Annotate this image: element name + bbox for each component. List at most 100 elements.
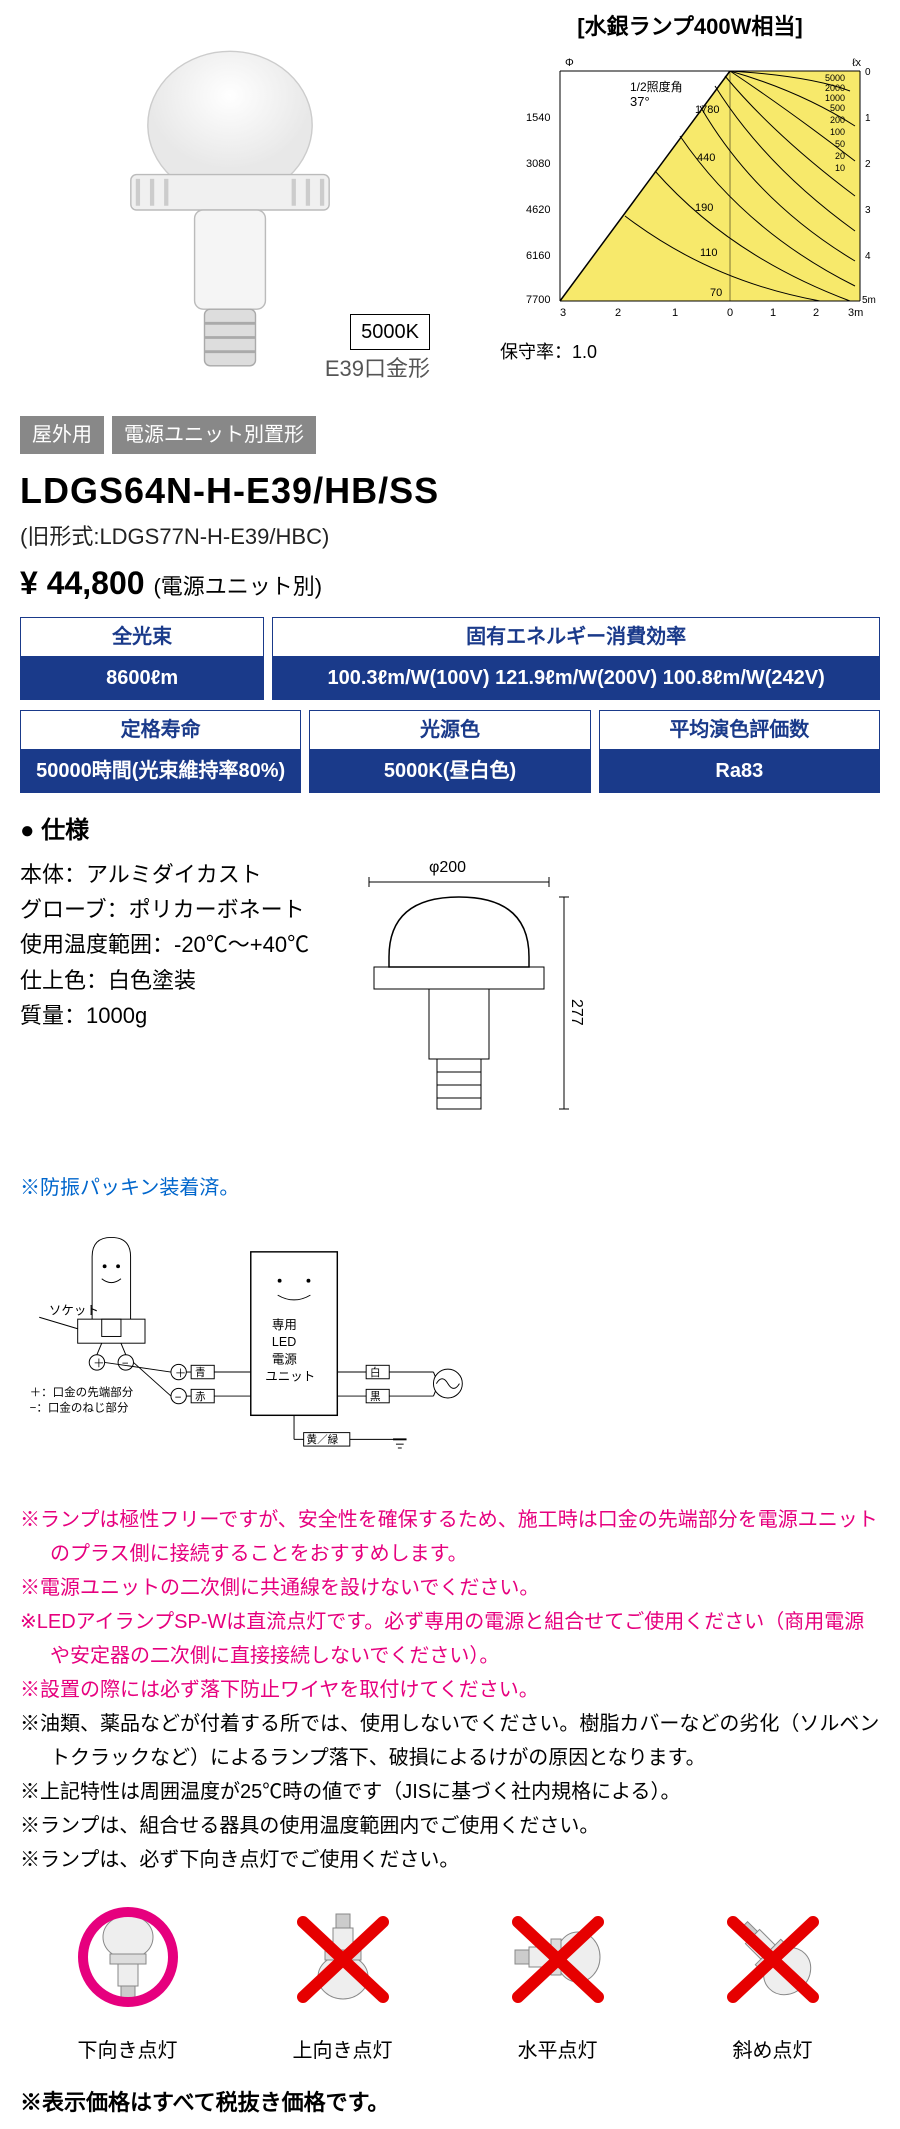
warning-black: ※油類、薬品などが付着する所では、使用しないでください。樹脂カバーなどの劣化（ソ… bbox=[20, 1707, 880, 1775]
svg-text:1540: 1540 bbox=[526, 112, 550, 124]
svg-text:黄／緑: 黄／緑 bbox=[307, 1433, 339, 1446]
spec-cell: 定格寿命50000時間(光束維持率80%) bbox=[20, 710, 301, 793]
svg-text:＋: ＋ bbox=[175, 1368, 187, 1380]
price: ¥ 44,800 (電源ユニット別) bbox=[20, 559, 480, 607]
spec-head: 平均演色評価数 bbox=[600, 711, 879, 750]
product-image: 5000K E39口金形 bbox=[20, 10, 440, 410]
dim-height-label: 277 bbox=[568, 999, 585, 1026]
badge-psu-separate: 電源ユニット別置形 bbox=[112, 416, 316, 454]
warning-pink: ※ランプは極性フリーですが、安全性を確保するため、施工時は口金の先端部分を電源ユ… bbox=[20, 1503, 880, 1571]
svg-text:＋：口金の先端部分: ＋：口金の先端部分 bbox=[30, 1385, 134, 1399]
svg-text:Φ: Φ bbox=[565, 57, 574, 69]
dimension-diagram: φ200 277 bbox=[329, 857, 589, 1165]
svg-text:LED: LED bbox=[272, 1335, 296, 1349]
svg-text:3m: 3m bbox=[848, 307, 863, 319]
spec-line: 仕上色：白色塗装 bbox=[20, 963, 309, 998]
svg-text:2000: 2000 bbox=[825, 83, 845, 93]
svg-text:1000: 1000 bbox=[825, 93, 845, 103]
spec-value: 100.3ℓm/W(100V) 121.9ℓm/W(200V) 100.8ℓm/… bbox=[273, 657, 879, 699]
spec-value: 5000K(昼白色) bbox=[310, 750, 589, 792]
svg-text:5m: 5m bbox=[862, 295, 876, 306]
old-model-number: (旧形式:LDGS77N-H-E39/HBC) bbox=[20, 520, 480, 553]
svg-text:1/2照度角: 1/2照度角 bbox=[630, 79, 683, 94]
model-number: LDGS64N-H-E39/HB/SS bbox=[20, 464, 480, 518]
wiring-diagram: ソケット ＋ − ＋：口金の先端部分 −：口金のねじ部分 ＋ − 青 赤 専用 … bbox=[20, 1223, 520, 1483]
orientation-item: 斜め点灯 bbox=[683, 1902, 863, 2066]
orientation-row: 下向き点灯 上向き点灯 水平点灯 斜め点灯 bbox=[20, 1902, 880, 2066]
svg-text:−: − bbox=[122, 1358, 129, 1370]
orientation-item: 上向き点灯 bbox=[253, 1902, 433, 2066]
svg-text:20: 20 bbox=[835, 151, 845, 161]
spec-cell: 平均演色評価数Ra83 bbox=[599, 710, 880, 793]
svg-text:100: 100 bbox=[830, 127, 845, 137]
svg-text:黒: 黒 bbox=[370, 1391, 381, 1403]
chart-title: [水銀ランプ400W相当] bbox=[500, 10, 880, 43]
svg-text:2: 2 bbox=[615, 307, 621, 319]
warning-pink: ※電源ユニットの二次側に共通線を設けないでください。 bbox=[20, 1571, 880, 1605]
bulb-illustration bbox=[80, 40, 380, 380]
warning-black: ※ランプは、組合せる器具の使用温度範囲内でご使用ください。 bbox=[20, 1809, 880, 1843]
spec-tables: 全光束8600ℓm固有エネルギー消費効率100.3ℓm/W(100V) 121.… bbox=[20, 617, 880, 793]
svg-text:1: 1 bbox=[672, 307, 678, 319]
badge-outdoor: 屋外用 bbox=[20, 416, 104, 454]
spec-head: 光源色 bbox=[310, 711, 589, 750]
spec-cell: 固有エネルギー消費効率100.3ℓm/W(100V) 121.9ℓm/W(200… bbox=[272, 617, 880, 700]
spec-value: 8600ℓm bbox=[21, 657, 263, 699]
svg-text:70: 70 bbox=[710, 287, 722, 299]
spec-line: 質量：1000g bbox=[20, 998, 309, 1033]
svg-text:3080: 3080 bbox=[526, 158, 550, 170]
svg-text:200: 200 bbox=[830, 115, 845, 125]
spec-line: 使用温度範囲：-20℃～+40℃ bbox=[20, 927, 309, 962]
svg-text:0: 0 bbox=[865, 67, 871, 78]
svg-text:37°: 37° bbox=[630, 94, 650, 109]
svg-text:ソケット: ソケット bbox=[49, 1303, 99, 1317]
maintenance-ratio: 保守率：1.0 bbox=[500, 339, 880, 366]
svg-text:4620: 4620 bbox=[526, 204, 550, 216]
svg-text:7700: 7700 bbox=[526, 294, 550, 306]
warning-pink: ※設置の際には必ず落下防止ワイヤを取付けてください。 bbox=[20, 1673, 880, 1707]
svg-text:3: 3 bbox=[865, 205, 871, 216]
price-note: (電源ユニット別) bbox=[153, 574, 322, 599]
svg-text:1: 1 bbox=[770, 307, 776, 319]
svg-text:5000: 5000 bbox=[825, 73, 845, 83]
spec-value: 50000時間(光束維持率80%) bbox=[21, 750, 300, 792]
light-distribution-chart: Φ ℓx 1/2照度角 37° 1540 3080 4620 6160 7700… bbox=[500, 51, 880, 331]
dim-width-label: φ200 bbox=[429, 859, 466, 876]
svg-text:50: 50 bbox=[835, 139, 845, 149]
svg-text:500: 500 bbox=[830, 103, 845, 113]
svg-text:1780: 1780 bbox=[695, 104, 719, 116]
svg-text:−: − bbox=[175, 1392, 182, 1404]
svg-text:190: 190 bbox=[695, 202, 713, 214]
color-temp-badge: 5000K bbox=[350, 314, 430, 350]
svg-text:10: 10 bbox=[835, 163, 845, 173]
orientation-item: 下向き点灯 bbox=[38, 1902, 218, 2066]
svg-text:3: 3 bbox=[560, 307, 566, 319]
svg-text:6160: 6160 bbox=[526, 250, 550, 262]
spec-cell: 全光束8600ℓm bbox=[20, 617, 264, 700]
svg-text:0: 0 bbox=[727, 307, 733, 319]
price-value: ¥ 44,800 bbox=[20, 565, 145, 601]
product-panel: 5000K E39口金形 屋外用 電源ユニット別置形 LDGS64N-H-E39… bbox=[20, 10, 480, 607]
socket-type: E39口金形 bbox=[325, 352, 430, 385]
svg-text:110: 110 bbox=[700, 247, 718, 259]
svg-text:1: 1 bbox=[865, 113, 871, 124]
badge-row: 屋外用 電源ユニット別置形 bbox=[20, 416, 480, 454]
orientation-label: 上向き点灯 bbox=[253, 2036, 433, 2066]
svg-text:専用: 専用 bbox=[272, 1318, 297, 1332]
svg-text:白: 白 bbox=[370, 1366, 381, 1379]
svg-text:−：口金のねじ部分: −：口金のねじ部分 bbox=[30, 1400, 129, 1414]
spec-heading: ● 仕様 bbox=[20, 813, 880, 849]
svg-text:ユニット: ユニット bbox=[265, 1370, 315, 1384]
price-footnote: ※表示価格はすべて税抜き価格です。 bbox=[20, 2086, 880, 2119]
light-distribution-panel: [水銀ランプ400W相当] bbox=[500, 10, 880, 607]
spec-line: 本体：アルミダイカスト bbox=[20, 857, 309, 892]
svg-text:4: 4 bbox=[865, 251, 871, 262]
spec-line: グローブ：ポリカーボネート bbox=[20, 892, 309, 927]
packing-note: ※防振パッキン装着済。 bbox=[20, 1173, 880, 1203]
warning-pink: ※LEDアイランプSP-Wは直流点灯です。必ず専用の電源と組合せてご使用ください… bbox=[20, 1605, 880, 1673]
spec-value: Ra83 bbox=[600, 750, 879, 792]
svg-text:2: 2 bbox=[813, 307, 819, 319]
svg-text:＋: ＋ bbox=[93, 1358, 105, 1370]
svg-text:電源: 電源 bbox=[272, 1352, 298, 1366]
svg-text:2: 2 bbox=[865, 159, 871, 170]
